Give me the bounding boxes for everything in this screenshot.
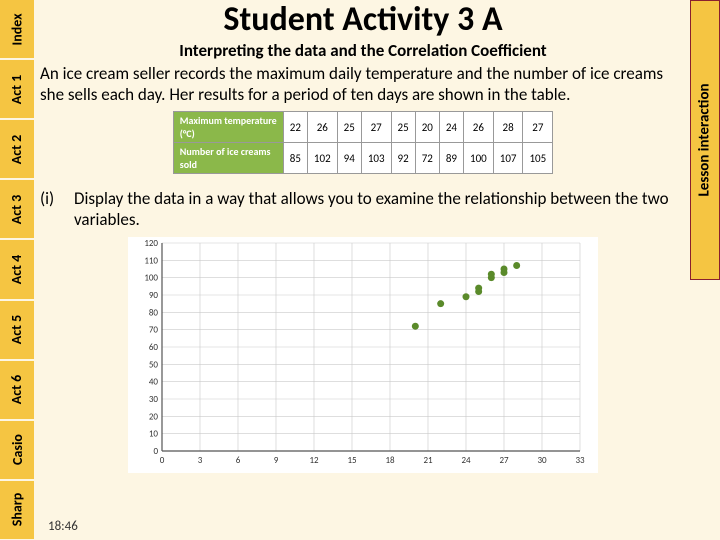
table-cell: 89 bbox=[439, 143, 463, 174]
question-row: (i) Display the data in a way that allow… bbox=[40, 188, 686, 231]
svg-text:50: 50 bbox=[149, 359, 159, 370]
nav-label: Act 5 bbox=[9, 315, 26, 344]
timestamp: 18:46 bbox=[48, 519, 78, 534]
question-text: Display the data in a way that allows yo… bbox=[74, 188, 686, 231]
svg-text:0: 0 bbox=[153, 446, 158, 457]
svg-text:21: 21 bbox=[423, 455, 433, 466]
nav-label: Sharp bbox=[9, 493, 26, 527]
nav-casio[interactable]: Casio bbox=[0, 420, 34, 480]
left-nav-rail: Index Act 1 Act 2 Act 3 Act 4 Act 5 Act … bbox=[0, 0, 34, 540]
svg-text:6: 6 bbox=[236, 455, 241, 466]
lesson-interaction-label: Lesson interaction bbox=[696, 83, 714, 196]
svg-text:15: 15 bbox=[347, 455, 357, 466]
table-cell: 92 bbox=[391, 143, 415, 174]
nav-index[interactable]: Index bbox=[0, 0, 34, 59]
nav-label: Act 6 bbox=[9, 375, 26, 404]
nav-act-2[interactable]: Act 2 bbox=[0, 119, 34, 179]
table-cell: 20 bbox=[415, 112, 439, 143]
svg-text:60: 60 bbox=[149, 342, 159, 353]
svg-text:9: 9 bbox=[274, 455, 279, 466]
table-row: Number of ice creams sold 85 102 94 103 … bbox=[173, 143, 552, 174]
scatter-chart: 0 10 20 30 40 50 60 70 80 90 100 110 120 0 3 6 9 12 15 18 21… bbox=[128, 237, 598, 473]
svg-text:80: 80 bbox=[149, 307, 159, 318]
lesson-interaction-button[interactable]: Lesson interaction bbox=[690, 0, 720, 280]
table-cell: 85 bbox=[283, 143, 307, 174]
table-cell: 100 bbox=[464, 143, 494, 174]
slide: Index Act 1 Act 2 Act 3 Act 4 Act 5 Act … bbox=[0, 0, 720, 540]
svg-text:110: 110 bbox=[144, 255, 158, 266]
svg-text:33: 33 bbox=[575, 455, 585, 466]
nav-act-4[interactable]: Act 4 bbox=[0, 239, 34, 299]
table-cell: 26 bbox=[307, 112, 337, 143]
svg-text:90: 90 bbox=[149, 290, 159, 301]
table-row: Maximum temperature (°C) 22 26 25 27 25 … bbox=[173, 112, 552, 143]
table-cell: 28 bbox=[493, 112, 523, 143]
nav-label: Index bbox=[9, 13, 26, 45]
nav-label: Act 3 bbox=[9, 195, 26, 224]
nav-label: Act 1 bbox=[9, 74, 26, 103]
svg-text:10: 10 bbox=[149, 428, 159, 439]
table-cell: 24 bbox=[439, 112, 463, 143]
row-header: Maximum temperature (°C) bbox=[173, 112, 283, 143]
question-label: (i) bbox=[40, 188, 74, 231]
table-cell: 105 bbox=[523, 143, 553, 174]
svg-text:27: 27 bbox=[499, 455, 509, 466]
table-cell: 102 bbox=[307, 143, 337, 174]
row-header: Number of ice creams sold bbox=[173, 143, 283, 174]
svg-text:18: 18 bbox=[385, 455, 395, 466]
svg-text:40: 40 bbox=[149, 376, 159, 387]
table-cell: 25 bbox=[391, 112, 415, 143]
table-cell: 25 bbox=[337, 112, 361, 143]
nav-act-5[interactable]: Act 5 bbox=[0, 300, 34, 360]
intro-text: An ice cream seller records the maximum … bbox=[40, 63, 686, 106]
content-area: Student Activity 3 A Interpreting the da… bbox=[40, 2, 686, 536]
svg-text:70: 70 bbox=[149, 324, 159, 335]
svg-text:24: 24 bbox=[461, 455, 471, 466]
table-cell: 27 bbox=[361, 112, 391, 143]
table-cell: 26 bbox=[464, 112, 494, 143]
svg-text:0: 0 bbox=[160, 455, 165, 466]
nav-act-1[interactable]: Act 1 bbox=[0, 59, 34, 119]
table-cell: 22 bbox=[283, 112, 307, 143]
nav-label: Act 2 bbox=[9, 135, 26, 164]
page-title: Student Activity 3 A bbox=[40, 2, 686, 38]
table-cell: 94 bbox=[337, 143, 361, 174]
table-cell: 103 bbox=[361, 143, 391, 174]
nav-act-3[interactable]: Act 3 bbox=[0, 179, 34, 239]
svg-text:12: 12 bbox=[309, 455, 319, 466]
page-subtitle: Interpreting the data and the Correlatio… bbox=[40, 40, 686, 61]
data-table: Maximum temperature (°C) 22 26 25 27 25 … bbox=[173, 111, 553, 174]
nav-sharp[interactable]: Sharp bbox=[0, 480, 34, 540]
scatter-svg: 0 10 20 30 40 50 60 70 80 90 100 110 120 0 3 6 9 12 15 18 21… bbox=[128, 237, 598, 473]
svg-text:3: 3 bbox=[198, 455, 203, 466]
nav-label: Act 4 bbox=[9, 255, 26, 284]
table-cell: 27 bbox=[523, 112, 553, 143]
nav-act-6[interactable]: Act 6 bbox=[0, 360, 34, 420]
svg-text:120: 120 bbox=[144, 238, 158, 249]
nav-label: Casio bbox=[9, 434, 26, 465]
table-cell: 72 bbox=[415, 143, 439, 174]
svg-text:20: 20 bbox=[149, 411, 159, 422]
svg-text:30: 30 bbox=[149, 394, 159, 405]
svg-text:30: 30 bbox=[537, 455, 547, 466]
svg-text:100: 100 bbox=[144, 272, 158, 283]
table-cell: 107 bbox=[493, 143, 523, 174]
